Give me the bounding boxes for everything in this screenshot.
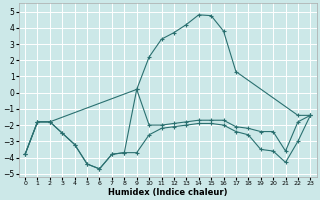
X-axis label: Humidex (Indice chaleur): Humidex (Indice chaleur) bbox=[108, 188, 228, 197]
